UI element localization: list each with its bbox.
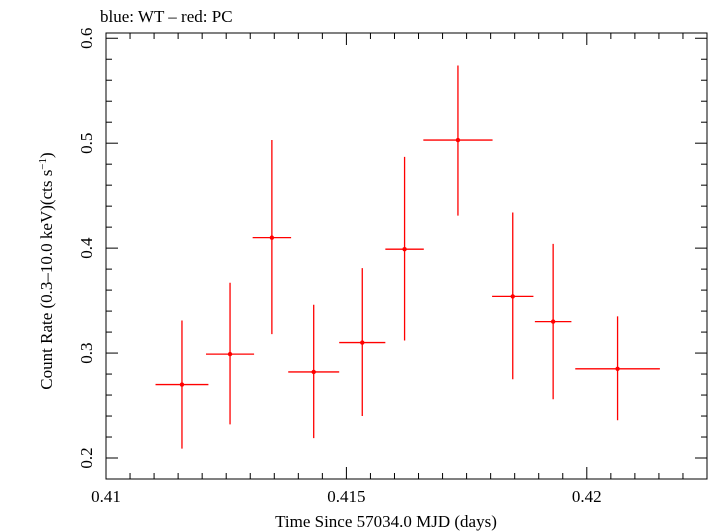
x-axis-label: Time Since 57034.0 MJD (days) [275,512,497,531]
data-point [252,140,292,335]
data-marker [227,351,233,357]
data-point [575,316,660,421]
data-marker [269,235,275,240]
data-marker [615,366,620,372]
data-point [339,268,386,417]
y-tick-label: 0.6 [77,28,96,49]
tick-labels: 0.41 0.415 0.42 0.2 0.3 0.4 0.5 0.6 [77,28,602,506]
data-marker [402,246,407,252]
data-marker [360,340,365,345]
x-tick-label: 0.42 [572,487,602,506]
data-marker [510,294,515,299]
y-tick-label: 0.3 [77,342,96,363]
data-point [492,212,534,380]
data-marker [455,137,461,143]
data-point [288,304,340,439]
axis-ticks [105,33,708,480]
data-marker [179,382,185,387]
y-tick-label: 0.4 [77,237,96,259]
data-point [385,156,424,341]
data-points [155,65,660,449]
data-marker [311,369,316,375]
data-point [423,65,493,216]
data-point [534,243,572,400]
plot-frame-border [105,32,708,480]
chart-title: blue: WT – red: PC [100,7,233,26]
data-marker [550,319,556,324]
y-axis-label: Count Rate (0.3–10.0 keV)(cts s−1) [37,152,56,389]
data-point [206,282,255,425]
x-tick-label: 0.415 [327,487,365,506]
y-tick-label: 0.5 [77,133,96,154]
data-point [155,320,209,449]
x-tick-label: 0.41 [91,487,121,506]
y-tick-label: 0.2 [77,447,96,468]
plot-frame [105,32,708,480]
